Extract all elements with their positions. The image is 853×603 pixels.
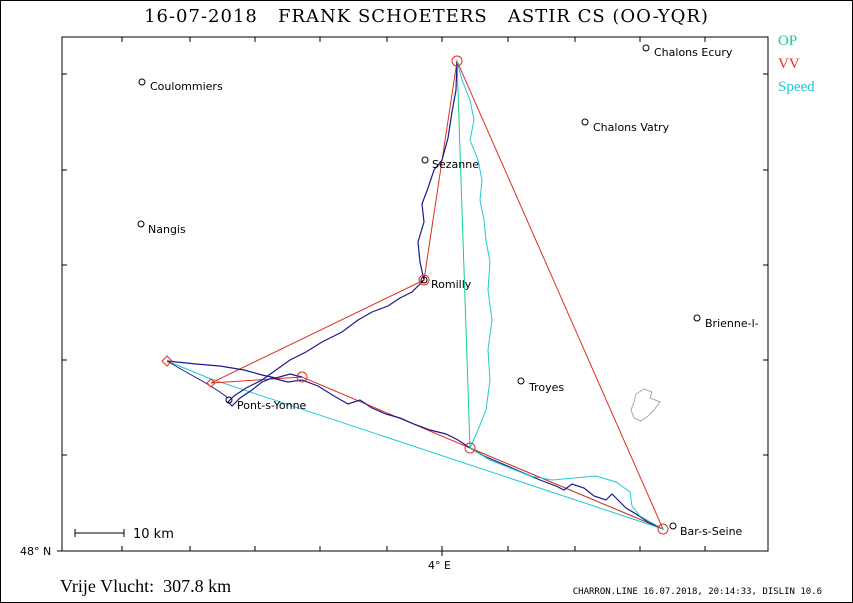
turnpoint-west bbox=[296, 371, 308, 383]
finish-marker bbox=[206, 378, 216, 388]
town-coulommiers: Coulommiers bbox=[138, 78, 223, 93]
scale-bar-label: 10 km bbox=[133, 527, 174, 542]
town-label: Nangis bbox=[148, 223, 186, 236]
town-label: Chalons Vatry bbox=[593, 121, 670, 134]
flight-distance: Vrije Vlucht: 307.8 km bbox=[60, 576, 232, 596]
return-track bbox=[456, 60, 664, 530]
town-chalons-vatry: Chalons Vatry bbox=[581, 118, 670, 134]
legend-op: OP bbox=[778, 33, 798, 49]
start-marker bbox=[161, 355, 173, 367]
flight-track bbox=[227, 279, 664, 530]
flight-track-west-return bbox=[166, 360, 229, 399]
turnpoint-north bbox=[451, 55, 463, 67]
town-label: Chalons Ecury bbox=[654, 46, 733, 59]
town-bar-s-seine: Bar-s-Seine bbox=[669, 522, 743, 538]
flight-title: 16-07-2018 FRANK SCHOETERS ASTIR CS (OO-… bbox=[144, 6, 709, 27]
map-border bbox=[61, 36, 769, 552]
turnpoint-bar-s-seine bbox=[657, 523, 669, 535]
latitude-label: 48° N bbox=[20, 545, 51, 558]
flight-track-north bbox=[417, 60, 458, 281]
legend-vv: VV bbox=[778, 56, 800, 72]
town-label: Pont-s-Yonne bbox=[237, 399, 307, 412]
town-sezanne: Sezanne bbox=[421, 156, 479, 171]
lake-outline bbox=[630, 388, 661, 422]
town-label: Sezanne bbox=[432, 158, 479, 171]
town-label: Romilly bbox=[431, 278, 472, 291]
scale-bar: 10 km bbox=[74, 527, 174, 542]
town-romilly: Romilly bbox=[420, 276, 472, 291]
flight-track-west bbox=[166, 360, 303, 379]
axis-ticks bbox=[57, 37, 768, 556]
town-chalons-ecury: Chalons Ecury bbox=[642, 44, 733, 59]
town-label: Troyes bbox=[528, 381, 564, 394]
turnpoint-romilly bbox=[418, 274, 430, 286]
town-label: Bar-s-Seine bbox=[680, 525, 743, 538]
town-label: Brienne-l- bbox=[705, 317, 759, 330]
town-nangis: Nangis bbox=[137, 220, 186, 236]
footer-info: CHARRON.LINE 16.07.2018, 20:14:33, DISLI… bbox=[572, 587, 822, 597]
town-troyes: Troyes bbox=[517, 377, 564, 394]
legend-speed: Speed bbox=[778, 79, 815, 95]
town-pont-s-yonne: Pont-s-Yonne bbox=[225, 396, 307, 412]
turnpoint-south bbox=[464, 442, 476, 454]
town-brienne: Brienne-l- bbox=[693, 314, 759, 330]
longitude-label: 4° E bbox=[428, 559, 451, 572]
speed-line bbox=[166, 360, 664, 530]
town-label: Coulommiers bbox=[150, 80, 223, 93]
